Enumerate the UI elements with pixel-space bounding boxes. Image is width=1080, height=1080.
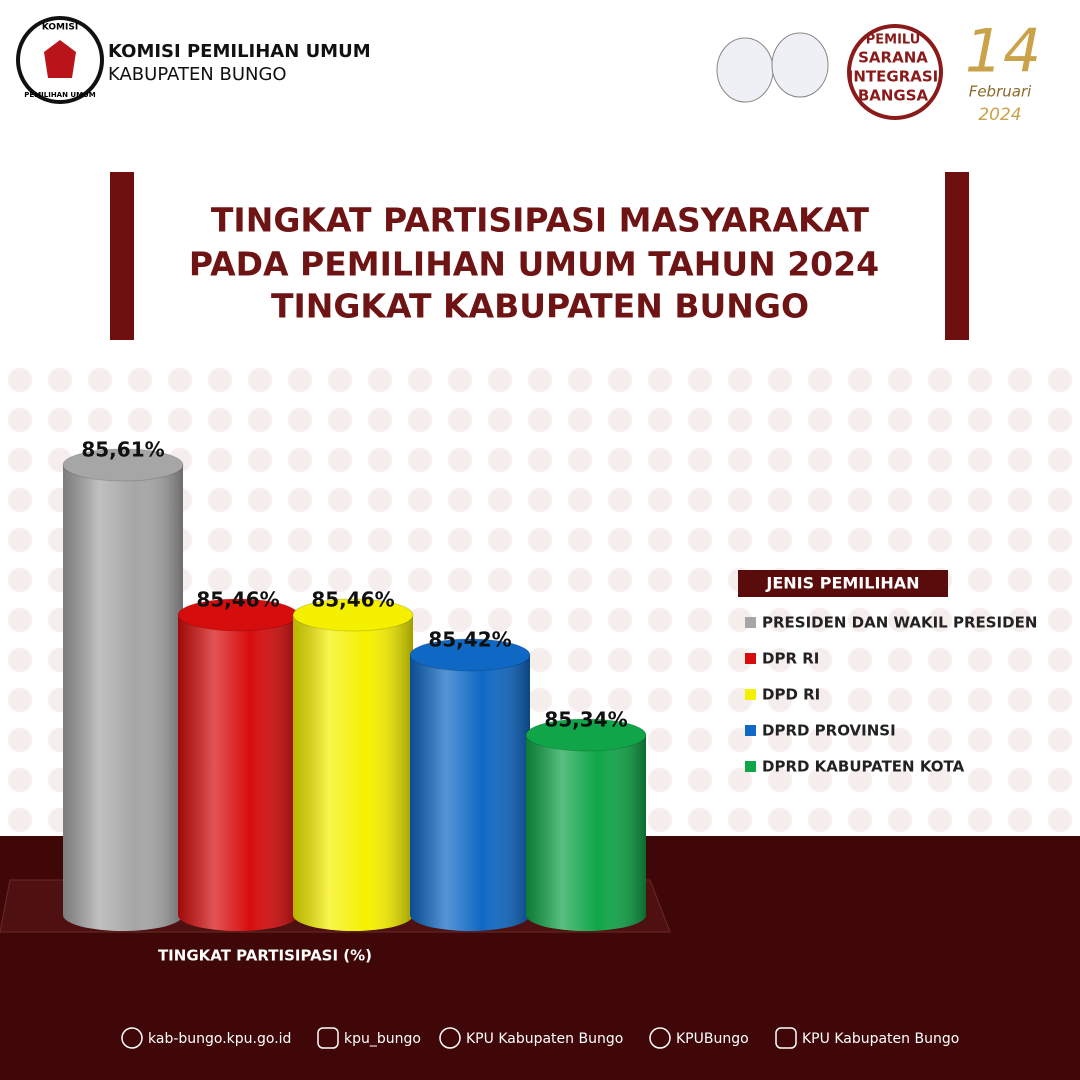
legend-label: DPD RI	[762, 686, 820, 704]
bar-shade	[178, 615, 298, 915]
x-axis-label: TINGKAT PARTISIPASI (%)	[158, 947, 372, 965]
value-label: 85,61%	[81, 438, 164, 462]
legend-swatch	[745, 689, 756, 700]
chart-title: TINGKAT KABUPATEN BUNGO	[271, 287, 809, 326]
value-label: 85,42%	[428, 628, 511, 652]
bar-top	[62, 448, 184, 482]
value-label: 85,46%	[311, 588, 394, 612]
footer-link: KPU Kabupaten Bungo	[466, 1031, 623, 1047]
badge-text: PEMILU	[866, 33, 921, 48]
emblem-text: PEMILIHAN UMUM	[24, 91, 95, 99]
footer-link: kab-bungo.kpu.go.id	[148, 1031, 291, 1047]
emblem-text: KOMISI	[42, 23, 78, 33]
mascots	[716, 32, 829, 103]
legend-label: DPRD PROVINSI	[762, 722, 896, 740]
bar-shade	[293, 615, 413, 915]
chart-title: TINGKAT PARTISIPASI MASYARAKAT	[211, 201, 870, 240]
legend-swatch	[745, 617, 756, 628]
footer-icon	[121, 1027, 143, 1049]
badge	[847, 24, 943, 120]
footer: kab-bungo.kpu.go.id kpu_bungo KPU Kabupate…	[121, 1027, 959, 1049]
emblem-shield	[44, 40, 76, 78]
org-name: KOMISI PEMILIHAN UMUM	[108, 41, 371, 62]
footer-icon	[775, 1027, 797, 1049]
bar-shade	[410, 655, 530, 915]
title-bar	[945, 172, 969, 340]
footer-icon	[439, 1027, 461, 1049]
footer-link: KPU Kabupaten Bungo	[802, 1031, 959, 1047]
chart-title: PADA PEMILIHAN UMUM TAHUN 2024	[189, 245, 879, 284]
bar-shade	[63, 465, 183, 915]
badge-text: SARANA	[858, 49, 928, 67]
date-month: Februari	[969, 83, 1032, 101]
legend-label: DPRD KABUPATEN KOTA	[762, 758, 965, 776]
date-number: 14	[965, 17, 1041, 87]
bar-top	[292, 598, 414, 632]
footer-icon	[317, 1027, 339, 1049]
date-year: 2024	[978, 105, 1021, 125]
value-label: 85,46%	[196, 588, 279, 612]
legend-title-box	[738, 570, 948, 597]
bar-shade	[526, 735, 646, 915]
footer-icon	[649, 1027, 671, 1049]
title-bar	[110, 172, 134, 340]
legend-swatch	[745, 653, 756, 664]
org-name: KABUPATEN BUNGO	[108, 64, 287, 85]
footer-link: KPUBungo	[676, 1031, 749, 1047]
badge-text: INTEGRASI	[848, 68, 938, 86]
legend-swatch	[745, 725, 756, 736]
bar-top	[409, 638, 531, 672]
legend-title: JENIS PEMILIHAN	[765, 574, 919, 593]
legend-label: DPR RI	[762, 650, 819, 668]
legend-swatch	[745, 761, 756, 772]
bar-top	[525, 718, 647, 752]
legend-label: PRESIDEN DAN WAKIL PRESIDEN	[762, 614, 1037, 632]
footer-link: kpu_bungo	[344, 1031, 421, 1047]
value-label: 85,34%	[544, 708, 627, 732]
badge-text: BANGSA	[858, 87, 929, 105]
